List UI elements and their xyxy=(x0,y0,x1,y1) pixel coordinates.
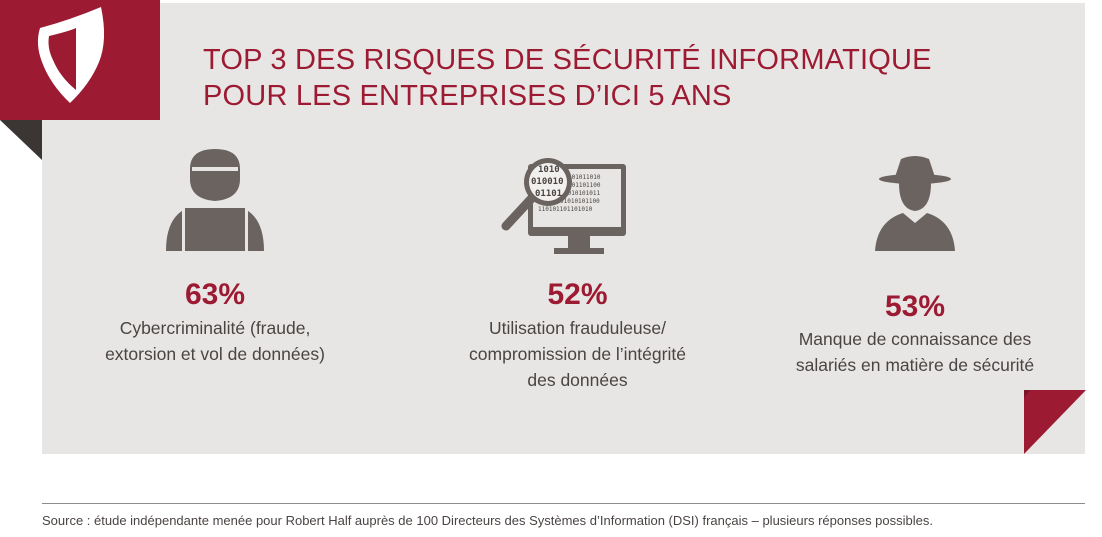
risk-item-cybercrime: 63% Cybercriminalité (fraude, extorsion … xyxy=(60,140,370,380)
page-corner-fold xyxy=(1024,390,1086,454)
binary-line: 0010101011 xyxy=(564,190,601,197)
binary-line: 1010 xyxy=(538,165,560,175)
percent-value: 63% xyxy=(184,278,246,311)
binary-line: 110101101101010 xyxy=(538,206,593,213)
risk-label: Utilisation frauduleuse/ compromission d… xyxy=(469,318,686,390)
divider xyxy=(42,503,1085,504)
magnifier-monitor-icon: 101011010 101101100 0010101011 010101011… xyxy=(501,158,626,254)
spy-icon xyxy=(875,156,955,251)
shield-badge xyxy=(0,0,160,120)
binary-line: 010010 xyxy=(531,177,564,187)
badge-fold-shadow xyxy=(0,120,42,160)
risk-item-data-misuse: 101011010 101101100 0010101011 010101011… xyxy=(430,140,725,400)
percent-value: 53% xyxy=(884,290,946,323)
hacker-laptop-icon xyxy=(166,149,264,251)
percent-value: 52% xyxy=(547,278,608,311)
source-note: Source : étude indépendante menée pour R… xyxy=(42,513,933,528)
page-title: TOP 3 DES RISQUES DE SÉCURITÉ INFORMATIQ… xyxy=(203,44,932,112)
shield-icon xyxy=(37,7,105,103)
risk-label: Manque de connaissance des salariés en m… xyxy=(795,329,1035,375)
risk-label: Cybercriminalité (fraude, extorsion et v… xyxy=(105,318,325,364)
binary-line: 101011010 xyxy=(568,174,601,181)
binary-line: 01010101100 xyxy=(560,198,600,205)
binary-line: 101101100 xyxy=(568,182,601,189)
risk-item-awareness: 53% Manque de connaissance des salariés … xyxy=(765,150,1065,390)
binary-line: 01101 xyxy=(535,189,562,199)
